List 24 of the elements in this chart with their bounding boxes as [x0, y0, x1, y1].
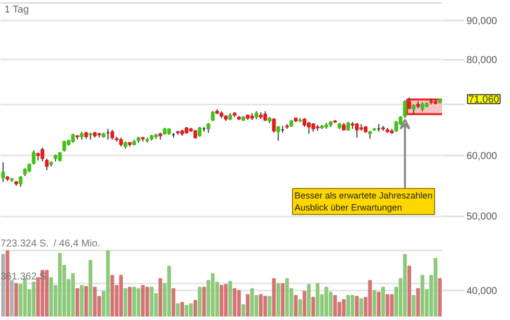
candlestick — [18, 176, 22, 188]
y2-tick-label: 723.324 S. — [0, 238, 49, 250]
candlestick — [394, 120, 398, 132]
candlestick — [206, 122, 210, 134]
chart-title: 1 Tag — [4, 4, 29, 16]
y-tick-label: 50,000 — [466, 212, 498, 223]
candlestick — [210, 110, 215, 122]
candlestick — [110, 129, 114, 140]
candlestick — [276, 125, 280, 142]
y-tick-label: 40,000 — [466, 286, 498, 298]
candlestick — [32, 150, 36, 165]
candlestick — [44, 158, 49, 171]
candlestick — [412, 104, 416, 115]
y-tick-label: 80,000 — [466, 55, 498, 66]
candlestick — [403, 100, 407, 119]
y-tick-label: 60,000 — [466, 151, 498, 162]
annotation: / 46,4 Mio. — [54, 238, 100, 250]
candlestick — [1, 162, 5, 182]
candlestick — [272, 118, 276, 134]
y-tick-label: 90,000 — [466, 16, 498, 28]
candlestick — [62, 140, 66, 152]
annotation: Besser als erwartete Jahreszahlen Ausblick über Erwartungen — [294, 190, 433, 212]
text: 71,060 — [468, 94, 500, 106]
candlestick — [263, 110, 268, 122]
